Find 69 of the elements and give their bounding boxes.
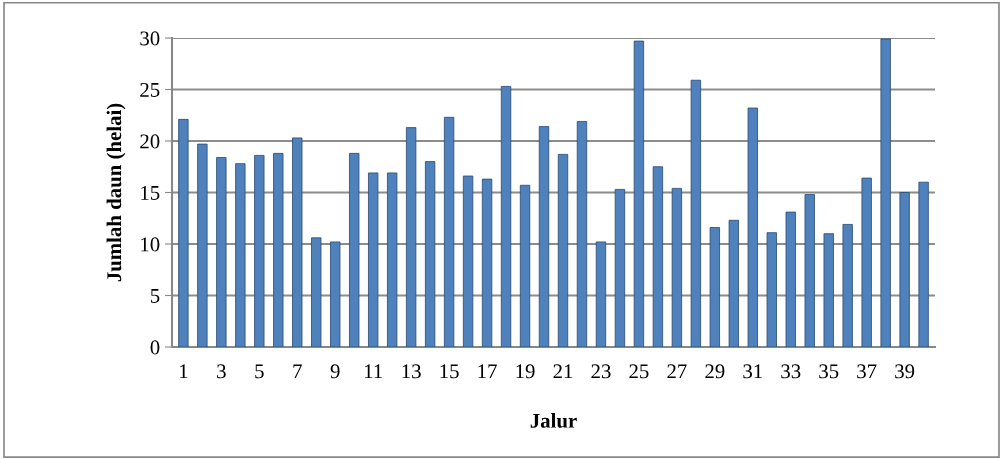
- bar: [197, 143, 208, 347]
- y-tick-label: 25: [140, 82, 160, 97]
- bar: [481, 178, 493, 347]
- bar: [728, 219, 739, 347]
- bar: [557, 153, 569, 347]
- bar: [178, 118, 189, 347]
- bar: [500, 85, 512, 347]
- bar: [538, 126, 550, 347]
- bar: [785, 211, 796, 347]
- x-tick-label: 19: [516, 364, 535, 379]
- x-tick-label: 21: [553, 364, 573, 379]
- x-tick-label: 17: [478, 364, 497, 379]
- bar: [254, 155, 265, 347]
- x-tick-label: 23: [591, 364, 611, 379]
- bar: [861, 177, 872, 347]
- x-tick-label: 1: [180, 364, 188, 379]
- x-axis-title: Jalur: [530, 413, 577, 428]
- bar: [519, 184, 531, 347]
- bar: [595, 241, 607, 347]
- bar: [747, 107, 758, 347]
- bar: [899, 192, 910, 347]
- bar: [709, 227, 720, 347]
- bar: [235, 163, 246, 347]
- bar: [576, 121, 588, 347]
- bar: [462, 175, 474, 347]
- bar: [368, 172, 379, 347]
- x-tick-label: 7: [293, 364, 302, 379]
- bar: [766, 232, 777, 347]
- bar: [804, 194, 815, 347]
- y-tick-label: 10: [141, 237, 160, 252]
- x-tick-label: 29: [705, 364, 725, 379]
- y-tick-label: 20: [140, 134, 160, 149]
- bar: [842, 224, 853, 347]
- bar: [671, 187, 683, 347]
- bar: [633, 40, 645, 347]
- y-tick-label: 30: [140, 31, 160, 46]
- bar: [405, 127, 417, 347]
- x-tick-label: 13: [402, 364, 421, 379]
- bar: [349, 152, 360, 347]
- bar: [690, 79, 702, 347]
- y-tick-label: 5: [150, 289, 160, 303]
- x-tick-label: 3: [217, 364, 226, 379]
- bar: [216, 157, 227, 347]
- bar: [311, 237, 322, 347]
- y-tick-label: 15: [141, 185, 160, 200]
- bar: [823, 233, 834, 347]
- x-tick-label: 37: [857, 364, 877, 379]
- x-tick-label: 11: [365, 364, 382, 379]
- bar: [880, 38, 891, 347]
- bar: [443, 116, 455, 347]
- x-tick-label: 15: [440, 364, 459, 379]
- x-tick-label: 27: [667, 364, 687, 379]
- bar: [614, 188, 626, 347]
- x-tick-label: 39: [895, 364, 915, 379]
- bar: [918, 181, 929, 347]
- bar: [424, 161, 436, 347]
- x-tick-label: 35: [819, 364, 839, 379]
- x-tick-label: 33: [781, 364, 801, 379]
- bar: [273, 152, 284, 347]
- x-tick-label: 31: [743, 364, 762, 379]
- bar: [330, 241, 341, 347]
- x-tick-label: 25: [629, 364, 649, 379]
- bar: [292, 137, 303, 347]
- x-tick-label: 5: [255, 364, 264, 379]
- bar: [652, 166, 664, 347]
- x-tick-label: 9: [330, 364, 340, 379]
- y-axis-title: Jumlah daun (helai): [106, 103, 126, 282]
- y-tick-label: 0: [150, 340, 160, 355]
- bar: [387, 172, 398, 347]
